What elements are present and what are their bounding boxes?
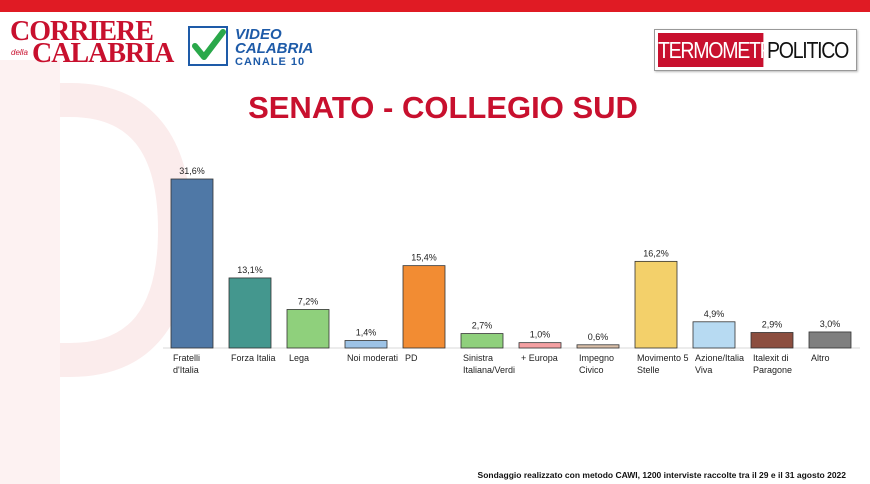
data-label: 13,1% xyxy=(237,265,263,275)
data-label: 2,7% xyxy=(472,321,493,331)
category-label: Lega xyxy=(289,353,309,363)
category-label: Sinistra xyxy=(463,353,493,363)
bar xyxy=(808,331,852,349)
category-label: Forza Italia xyxy=(231,353,276,363)
video-logo-line3: CANALE 10 xyxy=(235,56,306,68)
category-label: Viva xyxy=(695,365,712,375)
data-label: 16,2% xyxy=(643,248,669,258)
data-label: 15,4% xyxy=(411,253,437,263)
corriere-logo-small: della xyxy=(11,48,28,57)
bar xyxy=(344,340,388,349)
bar xyxy=(402,265,446,349)
bar xyxy=(576,344,620,349)
category-label: Movimento 5 xyxy=(637,353,689,363)
category-label: Impegno xyxy=(579,353,614,363)
data-label: 2,9% xyxy=(762,319,783,329)
top-stripe xyxy=(0,0,870,12)
video-logo-line2: CALABRIA xyxy=(235,40,314,57)
bar xyxy=(286,309,330,349)
video-calabria-logo: VIDEO CALABRIA CANALE 10 xyxy=(188,26,338,70)
category-label: PD xyxy=(405,353,418,363)
data-label: 7,2% xyxy=(298,296,319,306)
corriere-logo-line1: CORRIERE xyxy=(10,16,154,47)
termometro-logo-part2: POLITICO xyxy=(767,37,849,63)
bar xyxy=(750,332,794,349)
data-label: 0,6% xyxy=(588,332,609,342)
category-label: Noi moderati xyxy=(347,353,398,363)
data-label: 3,0% xyxy=(820,319,841,329)
category-label: + Europa xyxy=(521,353,558,363)
data-label: 31,6% xyxy=(179,166,205,176)
termometro-politico-logo: TERMOMETRO POLITICO xyxy=(654,29,857,71)
category-label: Altro xyxy=(811,353,830,363)
check-icon xyxy=(188,26,228,66)
category-label: Italiana/Verdi xyxy=(463,365,515,375)
data-label: 4,9% xyxy=(704,309,725,319)
category-label: Italexit di xyxy=(753,353,789,363)
category-label: Paragone xyxy=(753,365,792,375)
category-label: Fratelli xyxy=(173,353,200,363)
chart-title: SENATO - COLLEGIO SUD xyxy=(248,90,638,125)
footnote: Sondaggio realizzato con metodo CAWI, 12… xyxy=(477,470,846,480)
data-label: 1,4% xyxy=(356,328,377,338)
bar xyxy=(170,178,214,349)
bar xyxy=(518,342,562,349)
bar xyxy=(634,260,678,349)
category-label: Stelle xyxy=(637,365,660,375)
data-label: 1,0% xyxy=(530,330,551,340)
category-label: Azione/Italia xyxy=(695,353,744,363)
bar xyxy=(228,277,272,349)
category-label: d'Italia xyxy=(173,365,199,375)
corriere-logo-line2: CALABRIA xyxy=(32,38,174,69)
category-label: Civico xyxy=(579,365,604,375)
corriere-calabria-logo: CORRIERE della CALABRIA xyxy=(10,16,175,69)
bar xyxy=(692,321,736,349)
video-logo-line1: VIDEO xyxy=(235,26,282,43)
bar xyxy=(460,333,504,349)
